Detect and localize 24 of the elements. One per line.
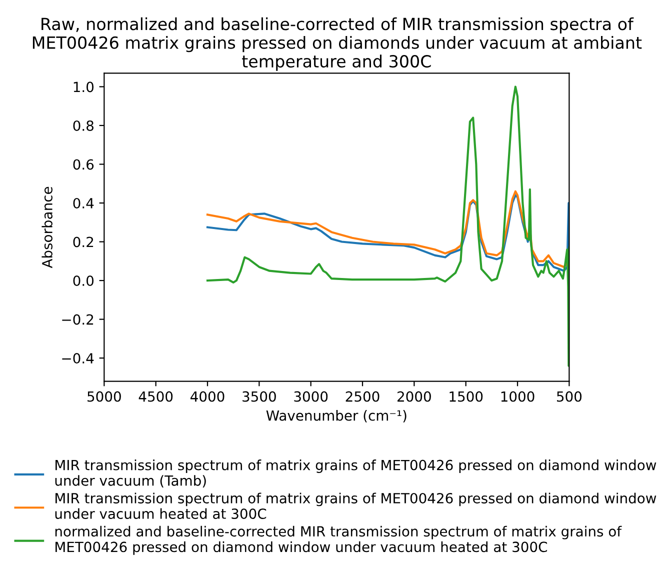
chart-title: Raw, normalized and baseline-corrected of MIR transmission spectra of MET00426 matrix grains pressed on diamonds under vacuum at ambiant temperature and 300C: [32, 17, 642, 71]
line-series: [206, 86, 570, 367]
y-tick-label: 0.8: [73, 120, 94, 131]
y-tick-label: 0.4: [73, 198, 94, 208]
x-tick-label: 4000: [190, 391, 224, 402]
y-axis-title: Absorbance: [42, 186, 52, 268]
x-tick-label: 1000: [501, 391, 534, 402]
y-tick-label: −0.2: [62, 314, 94, 325]
y-tick-label: 0.6: [73, 159, 94, 170]
y-tick-label: 1.0: [74, 82, 94, 92]
x-axis-title: Wavenumber (cm⁻¹): [266, 410, 406, 422]
y-tick-label: −0.4: [62, 353, 94, 364]
x-tick-label: 2500: [346, 391, 380, 402]
x-tick-label: 3500: [242, 391, 276, 402]
legend-label: MIR transmission spectrum of matrix grains of MET00426 pressed on diamond window under vacuum (Tamb): [55, 460, 656, 488]
x-tick-label: 3000: [294, 391, 328, 402]
legend-label: normalized and baseline-corrected MIR transmission spectrum of matrix grains of MET00426 pressed on diamond window under vacuum heated at 300C: [55, 526, 622, 555]
x-tick-label: 1500: [450, 391, 483, 402]
y-tick-label: 0.0: [73, 276, 94, 286]
x-tick-label: 5000: [88, 391, 121, 402]
y-tick-label: 0.2: [73, 236, 94, 248]
x-tick-label: 4500: [138, 391, 173, 402]
x-tick-label: 2000: [398, 391, 431, 402]
x-tick-label: 500: [557, 391, 582, 402]
